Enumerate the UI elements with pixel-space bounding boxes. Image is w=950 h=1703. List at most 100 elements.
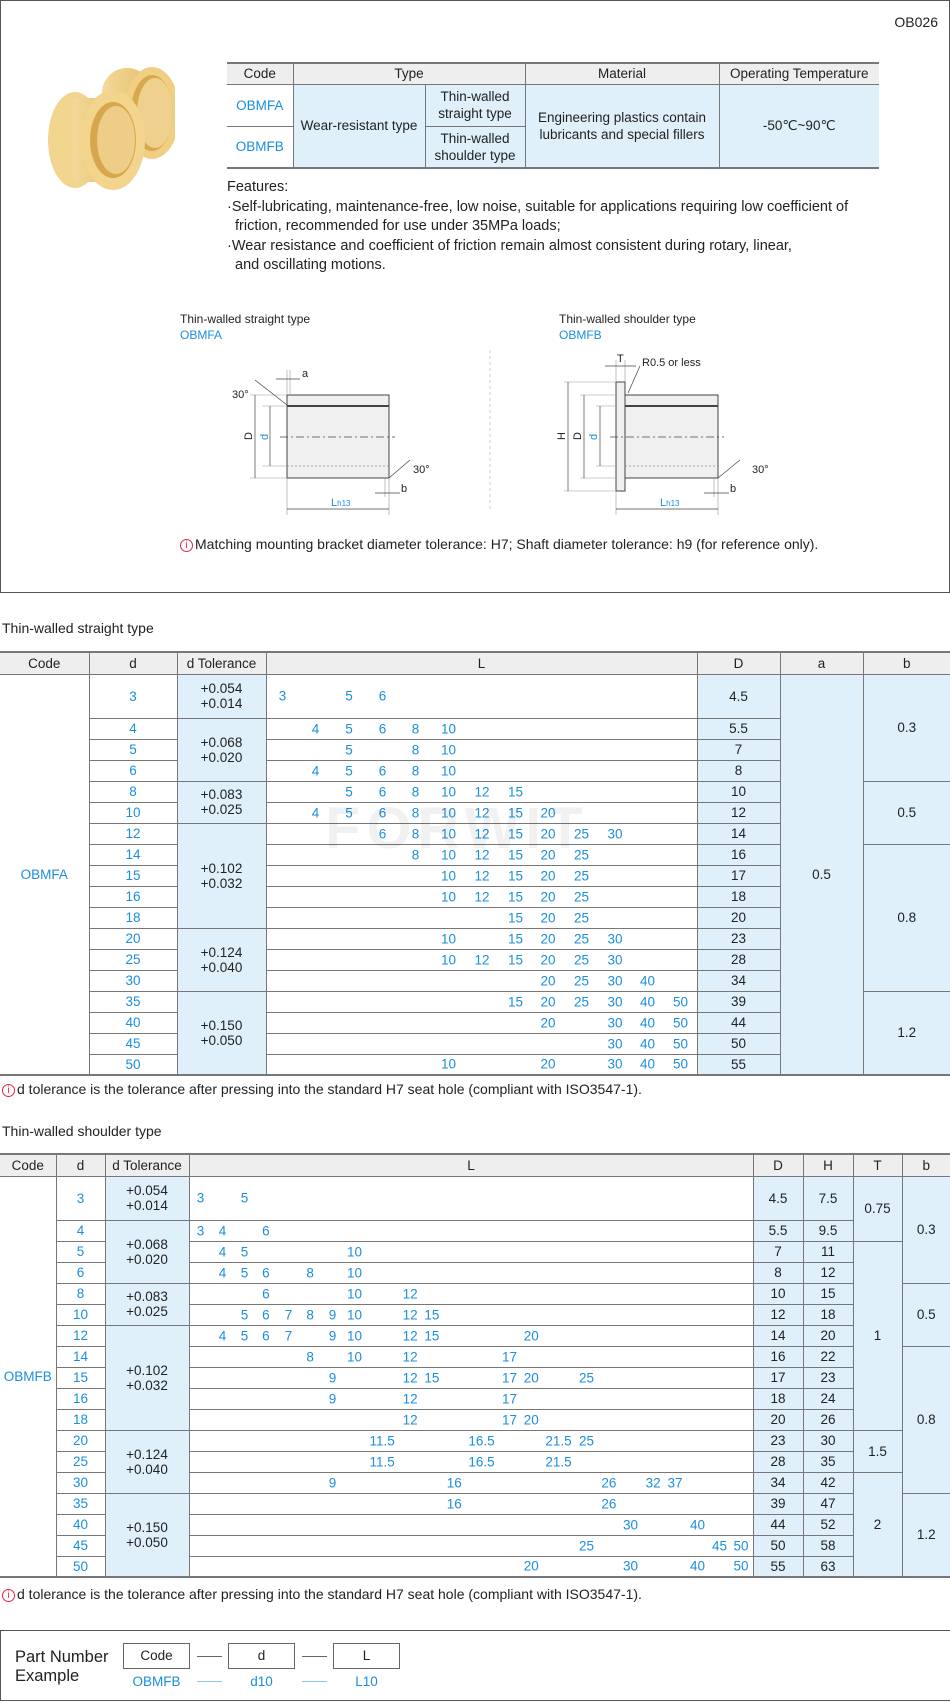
dim-H-label: H bbox=[556, 432, 568, 440]
D-cell: 4.5 bbox=[752, 1175, 803, 1220]
D-cell: 10 bbox=[752, 1282, 803, 1304]
L-value: 21.5 bbox=[545, 1433, 572, 1448]
L-value: 12 bbox=[402, 1328, 418, 1343]
feature-line: and oscillating motions. bbox=[235, 257, 386, 274]
L-cell: 30 40 50 bbox=[265, 1032, 697, 1054]
table-row: 20 +0.124 +0.040 11.5 16.5 21.5 25 23 30 1.5 bbox=[0, 1429, 950, 1493]
L-value: 50 bbox=[672, 994, 689, 1009]
table-row: 5 5 8 10 7 bbox=[0, 738, 950, 760]
L-value: 8 bbox=[411, 763, 420, 778]
L-value: 6 bbox=[378, 688, 387, 704]
b-cell: 0.8 bbox=[901, 1345, 950, 1493]
L-cell: 20 30 40 50 bbox=[265, 1011, 697, 1033]
tolerance-lower: +0.020 bbox=[126, 1251, 168, 1267]
H-cell: 12 bbox=[802, 1261, 853, 1283]
features-title: Features: bbox=[227, 179, 289, 195]
D-cell: 20 bbox=[696, 906, 780, 928]
d-cell: 40 bbox=[88, 1011, 177, 1033]
L-value: 8 bbox=[306, 1349, 314, 1364]
tolerance-upper: +0.102 bbox=[200, 860, 243, 876]
d-cell: 6 bbox=[55, 1261, 105, 1283]
L-cell: 4 5 6 8 10 bbox=[188, 1261, 753, 1283]
L-value: 12 bbox=[474, 847, 490, 862]
part-field-d: d bbox=[228, 1643, 295, 1669]
L-value: 10 bbox=[440, 889, 457, 904]
shoulder-section-title: Thin-walled shoulder type bbox=[2, 1123, 162, 1139]
L-value: 6 bbox=[378, 784, 387, 799]
tolerance-lower: +0.040 bbox=[126, 1461, 168, 1477]
H-cell: 47 bbox=[802, 1492, 853, 1514]
d-cell: 5 bbox=[55, 1240, 105, 1262]
table-row: 10 4 5 6 8 10 12 15 20 12 bbox=[0, 801, 950, 823]
D-cell: 14 bbox=[696, 822, 780, 844]
L-cell: 6 10 12 bbox=[188, 1282, 753, 1304]
tolerance-cell: +0.068 +0.020 bbox=[104, 1219, 189, 1283]
tolerance-cell: +0.054 +0.014 bbox=[104, 1175, 189, 1220]
L-value: 6 bbox=[378, 721, 387, 736]
tolerance-upper: +0.124 bbox=[126, 1446, 168, 1462]
L-value: 20 bbox=[540, 1015, 556, 1030]
H-cell: 63 bbox=[802, 1555, 853, 1577]
table-row: OBMFA 3 +0.054 +0.014 3 5 6 4.5 0.5 0.3 bbox=[0, 673, 950, 1075]
d-cell: 25 bbox=[88, 948, 177, 970]
b-cell: 0.8 bbox=[862, 843, 950, 991]
L-value: 20 bbox=[540, 868, 556, 883]
col-header: H bbox=[802, 1154, 853, 1177]
L-value: 20 bbox=[540, 931, 556, 946]
d-cell: 25 bbox=[55, 1450, 105, 1472]
L-value: 4 bbox=[311, 805, 320, 820]
L-value: 12 bbox=[474, 952, 490, 967]
product-image bbox=[48, 67, 175, 190]
dim-L-label: Lh13 bbox=[331, 497, 351, 509]
L-cell: 4 5 6 8 10 bbox=[265, 717, 697, 739]
d-cell: 30 bbox=[88, 969, 177, 991]
col-header: d Tolerance bbox=[104, 1154, 189, 1177]
table-row: 30 9 16 26 32 37 34 42 2 bbox=[0, 1471, 950, 1577]
part-field-code: Code bbox=[123, 1643, 190, 1669]
table-row: 12 +0.102 +0.032 6 8 10 12 15 20 25 30 14 bbox=[0, 822, 950, 928]
dim-d-label: d bbox=[588, 434, 600, 440]
L-value: 20 bbox=[523, 1412, 539, 1427]
D-cell: 7 bbox=[752, 1240, 803, 1262]
L-value: 25 bbox=[578, 1538, 595, 1553]
L-value: 17 bbox=[501, 1391, 518, 1406]
col-header: d bbox=[55, 1154, 105, 1177]
L-value: 30 bbox=[607, 973, 623, 988]
table-row: 4 +0.068 +0.020 3 4 6 5.5 9.5 bbox=[0, 1219, 950, 1283]
L-value: 25 bbox=[573, 826, 590, 841]
straight-bushing-drawing bbox=[250, 370, 411, 515]
part-number-label: Example bbox=[15, 1667, 80, 1685]
L-cell: 10 15 20 25 30 bbox=[265, 927, 697, 949]
b-cell: 1.2 bbox=[901, 1492, 950, 1577]
L-value: 9 bbox=[328, 1328, 337, 1343]
dim-a-label: a bbox=[302, 368, 309, 380]
L-value: 15 bbox=[424, 1370, 440, 1385]
col-header: d bbox=[88, 652, 177, 675]
L-value: 15 bbox=[507, 868, 524, 883]
table-row: 40 20 30 40 50 44 bbox=[0, 1011, 950, 1033]
note-text: d tolerance is the tolerance after press… bbox=[17, 1586, 642, 1602]
spec-header-material: Material bbox=[524, 63, 719, 85]
L-value: 10 bbox=[440, 952, 457, 967]
L-value: 15 bbox=[424, 1328, 440, 1343]
L-cell: 4 5 6 7 9 10 12 15 20 bbox=[188, 1324, 753, 1346]
L-value: 40 bbox=[639, 973, 656, 988]
diagram-right-title: Thin-walled shoulder type bbox=[559, 312, 696, 326]
D-cell: 5.5 bbox=[696, 717, 780, 739]
table-row: 45 25 45 50 50 58 bbox=[0, 1534, 950, 1556]
d-cell: 12 bbox=[88, 822, 177, 844]
b-cell: 0.3 bbox=[862, 673, 950, 781]
a-cell: 0.5 bbox=[779, 673, 863, 1075]
D-cell: 16 bbox=[696, 843, 780, 865]
L-cell: 5 8 10 bbox=[265, 738, 697, 760]
L-value: 40 bbox=[639, 1036, 656, 1051]
L-value: 40 bbox=[689, 1517, 706, 1532]
L-value: 20 bbox=[540, 1056, 556, 1072]
L-value: 16.5 bbox=[468, 1433, 495, 1448]
d-cell: 14 bbox=[55, 1345, 105, 1367]
L-value: 20 bbox=[540, 973, 556, 988]
table-row: 6 4 5 6 8 10 8 12 bbox=[0, 1261, 950, 1283]
